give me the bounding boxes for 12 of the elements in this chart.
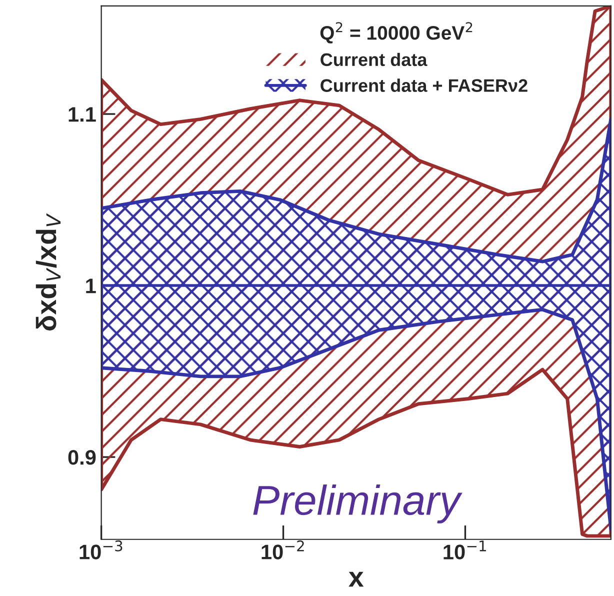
y-axis-title: δxd$_{V}$/xd$_{V}$ [36, 213, 61, 331]
y-tick-label: 1 [86, 278, 96, 294]
y-tick-label: 0.9 [68, 450, 96, 465]
x-tick-label: 10$^{−3}$ [80, 540, 122, 560]
x-tick-label: 10$^{−2}$ [262, 540, 304, 560]
annotation: Preliminary [253, 484, 462, 524]
legend-label: Current data [320, 52, 428, 66]
y-tick-label: 1.1 [68, 107, 96, 122]
legend-title: Q$^{2}$ = 10000 GeV$^{2}$ [320, 22, 472, 44]
x-axis-title: x [348, 572, 364, 587]
legend-label: Current data + FASERν2 [320, 78, 528, 92]
x-tick-label: 10$^{−1}$ [444, 540, 486, 560]
